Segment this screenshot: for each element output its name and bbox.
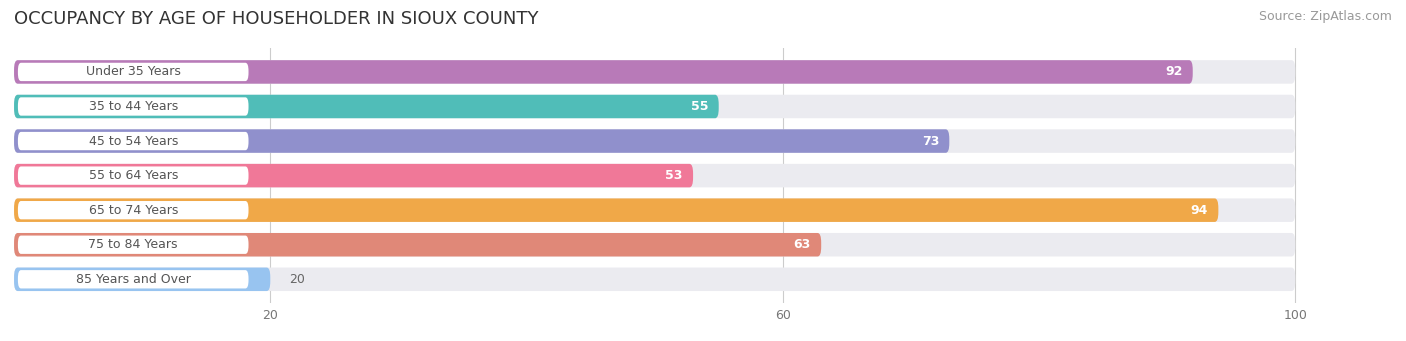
FancyBboxPatch shape <box>14 233 821 256</box>
FancyBboxPatch shape <box>14 129 949 153</box>
Text: Under 35 Years: Under 35 Years <box>86 65 180 78</box>
FancyBboxPatch shape <box>14 60 1192 84</box>
FancyBboxPatch shape <box>14 164 1295 187</box>
FancyBboxPatch shape <box>14 198 1295 222</box>
Text: 55: 55 <box>690 100 709 113</box>
FancyBboxPatch shape <box>18 270 249 288</box>
FancyBboxPatch shape <box>14 95 1295 118</box>
Text: 94: 94 <box>1191 204 1208 217</box>
FancyBboxPatch shape <box>18 236 249 254</box>
FancyBboxPatch shape <box>18 201 249 219</box>
Text: 73: 73 <box>922 135 939 148</box>
Text: 20: 20 <box>290 273 305 286</box>
FancyBboxPatch shape <box>14 268 270 291</box>
Text: 45 to 54 Years: 45 to 54 Years <box>89 135 179 148</box>
FancyBboxPatch shape <box>14 60 1295 84</box>
FancyBboxPatch shape <box>18 97 249 116</box>
Text: 75 to 84 Years: 75 to 84 Years <box>89 238 179 251</box>
FancyBboxPatch shape <box>14 164 693 187</box>
Text: 65 to 74 Years: 65 to 74 Years <box>89 204 179 217</box>
Text: 92: 92 <box>1166 65 1182 78</box>
Text: 85 Years and Over: 85 Years and Over <box>76 273 191 286</box>
FancyBboxPatch shape <box>14 233 1295 256</box>
Text: Source: ZipAtlas.com: Source: ZipAtlas.com <box>1258 10 1392 23</box>
FancyBboxPatch shape <box>14 95 718 118</box>
Text: 55 to 64 Years: 55 to 64 Years <box>89 169 179 182</box>
Text: 35 to 44 Years: 35 to 44 Years <box>89 100 177 113</box>
FancyBboxPatch shape <box>18 132 249 150</box>
FancyBboxPatch shape <box>18 166 249 185</box>
FancyBboxPatch shape <box>14 268 1295 291</box>
Text: 53: 53 <box>665 169 683 182</box>
FancyBboxPatch shape <box>14 129 1295 153</box>
Text: 63: 63 <box>794 238 811 251</box>
Text: OCCUPANCY BY AGE OF HOUSEHOLDER IN SIOUX COUNTY: OCCUPANCY BY AGE OF HOUSEHOLDER IN SIOUX… <box>14 10 538 28</box>
FancyBboxPatch shape <box>18 63 249 81</box>
FancyBboxPatch shape <box>14 198 1219 222</box>
